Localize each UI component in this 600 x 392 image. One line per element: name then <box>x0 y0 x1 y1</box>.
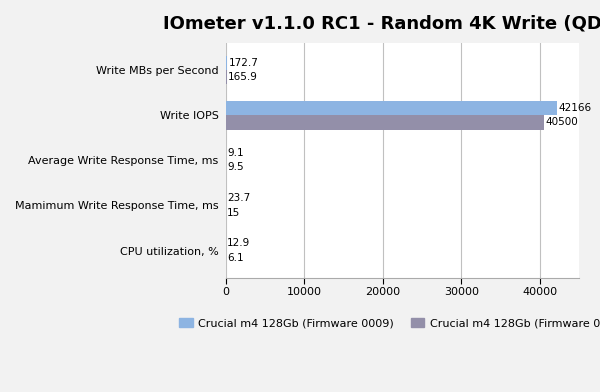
Title: IOmeter v1.1.0 RC1 - Random 4K Write (QD 32): IOmeter v1.1.0 RC1 - Random 4K Write (QD… <box>163 15 600 33</box>
Text: 9.5: 9.5 <box>227 162 244 172</box>
Text: 23.7: 23.7 <box>227 193 250 203</box>
Text: 40500: 40500 <box>545 117 578 127</box>
Text: 172.7: 172.7 <box>229 58 258 68</box>
Text: 42166: 42166 <box>559 103 592 113</box>
Bar <box>226 70 227 84</box>
Text: 15: 15 <box>227 208 241 218</box>
Text: 12.9: 12.9 <box>227 238 250 248</box>
Bar <box>226 56 227 70</box>
Text: 165.9: 165.9 <box>228 72 258 82</box>
Legend: Crucial m4 128Gb (Firmware 0009), Crucial m4 128Gb (Firmware 0002): Crucial m4 128Gb (Firmware 0009), Crucia… <box>175 314 600 333</box>
Bar <box>226 101 557 115</box>
Text: 6.1: 6.1 <box>227 253 244 263</box>
Bar <box>226 115 544 129</box>
Text: 9.1: 9.1 <box>227 148 244 158</box>
